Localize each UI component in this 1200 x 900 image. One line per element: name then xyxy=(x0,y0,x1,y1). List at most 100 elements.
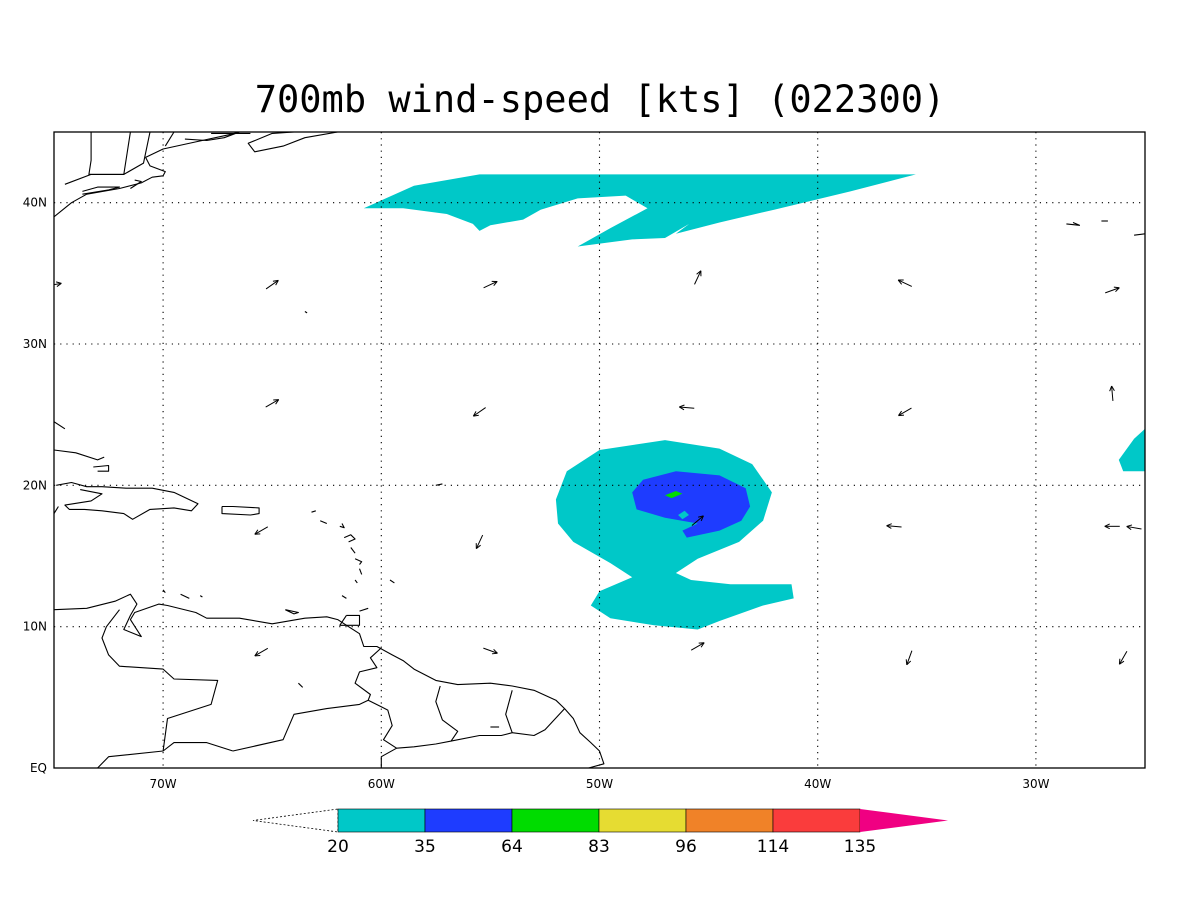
wind-arrow xyxy=(886,523,902,529)
coastline xyxy=(184,132,240,142)
lat-tick-label: 10N xyxy=(23,620,47,634)
wind-arrow xyxy=(472,407,486,417)
coastline xyxy=(54,593,605,768)
coastline xyxy=(350,547,356,554)
wind-vectors xyxy=(54,270,1142,666)
lat-tick-label: EQ xyxy=(30,761,47,775)
coastlines xyxy=(54,132,1145,768)
wind-arrow xyxy=(897,279,912,287)
coastline xyxy=(319,520,328,525)
coastline xyxy=(97,742,234,768)
coastline xyxy=(180,593,190,599)
lat-tick-label: 30N xyxy=(23,337,47,351)
coastline xyxy=(164,132,175,147)
contour-core-spot xyxy=(665,491,683,499)
wind-arrow xyxy=(475,534,484,550)
coastline xyxy=(247,132,338,153)
coastline xyxy=(358,568,363,575)
coastline xyxy=(343,534,356,543)
coastline xyxy=(93,464,110,472)
legend-label: 20 xyxy=(327,837,349,857)
coastline xyxy=(354,558,363,565)
wind-arrow xyxy=(254,647,269,657)
contour-east-blob xyxy=(1118,428,1145,472)
coastline xyxy=(380,747,397,768)
color-legend: 20 35 64 83 96 114 135 xyxy=(252,808,948,857)
lon-tick-label: 30W xyxy=(1022,777,1049,791)
contour-north-band xyxy=(363,174,916,247)
lon-tick-label: 50W xyxy=(586,777,613,791)
wind-arrow xyxy=(691,515,704,526)
coastline xyxy=(311,510,316,513)
wind-arrow xyxy=(905,650,913,666)
legend-swatch xyxy=(511,808,600,833)
wind-arrow xyxy=(1104,523,1120,530)
legend-swatch xyxy=(685,808,774,833)
coastline xyxy=(359,607,369,612)
wind-arrow xyxy=(679,404,695,411)
coastline xyxy=(221,505,260,516)
legend-swatch xyxy=(860,809,948,832)
coastline xyxy=(450,690,513,742)
wind-arrow xyxy=(898,407,912,417)
wind-arrow xyxy=(1126,524,1142,531)
coastline xyxy=(232,647,382,752)
lon-tick-label: 40W xyxy=(804,777,831,791)
wind-arrow xyxy=(1105,286,1120,294)
coastline xyxy=(101,609,219,752)
coastline xyxy=(339,523,345,529)
wind-arrow xyxy=(54,281,62,287)
contour-cyclone-outer xyxy=(555,440,794,630)
legend-swatch xyxy=(252,808,339,833)
wind-arrow xyxy=(265,279,279,290)
lat-lon-grid xyxy=(54,132,1145,768)
legend-swatch xyxy=(598,808,687,833)
coastline xyxy=(130,179,142,189)
lon-tick-label: 60W xyxy=(368,777,395,791)
axis-tick-labels: 70W 60W 50W 40W 30W EQ 10N 20N 30N 40N xyxy=(23,196,1050,791)
wind-arrow xyxy=(1109,385,1115,401)
contour-cyclone-inner xyxy=(632,471,751,538)
coastline xyxy=(82,186,121,195)
coastline xyxy=(54,421,66,430)
wind-arrow xyxy=(694,270,702,285)
legend-label: 114 xyxy=(757,837,789,857)
legend-label: 35 xyxy=(414,837,436,857)
wind-speed-shading xyxy=(363,174,1145,630)
contour-eye-spot xyxy=(678,510,689,520)
wind-arrow xyxy=(254,526,269,535)
coastline xyxy=(1066,221,1081,226)
legend-swatch xyxy=(424,808,513,833)
coastline xyxy=(88,132,151,175)
legend-swatch xyxy=(337,808,426,833)
map-frame xyxy=(53,131,1146,769)
coastline xyxy=(339,614,361,626)
coastline xyxy=(285,609,299,615)
coastline xyxy=(367,685,459,749)
coastline xyxy=(304,311,308,314)
coastline xyxy=(54,132,240,218)
lat-tick-label: 20N xyxy=(23,478,47,492)
lat-tick-label: 40N xyxy=(23,196,47,210)
coastline xyxy=(298,682,304,688)
coastline xyxy=(54,506,59,514)
coastline xyxy=(199,595,203,598)
legend-label: 83 xyxy=(588,837,610,857)
coastline xyxy=(56,481,199,520)
coastline xyxy=(64,173,92,185)
coastline xyxy=(389,579,395,584)
legend-label: 96 xyxy=(675,837,697,857)
coastline xyxy=(88,132,131,175)
coastline xyxy=(54,449,105,461)
coastline xyxy=(435,483,443,486)
coastline xyxy=(162,589,166,594)
wind-arrow xyxy=(483,280,498,289)
coastline xyxy=(512,708,566,737)
coastline xyxy=(354,579,358,584)
wind-arrow xyxy=(690,642,705,651)
wind-arrow xyxy=(1118,651,1128,665)
coastline xyxy=(1134,233,1145,236)
legend-label: 135 xyxy=(844,837,876,857)
legend-swatch xyxy=(772,808,861,833)
